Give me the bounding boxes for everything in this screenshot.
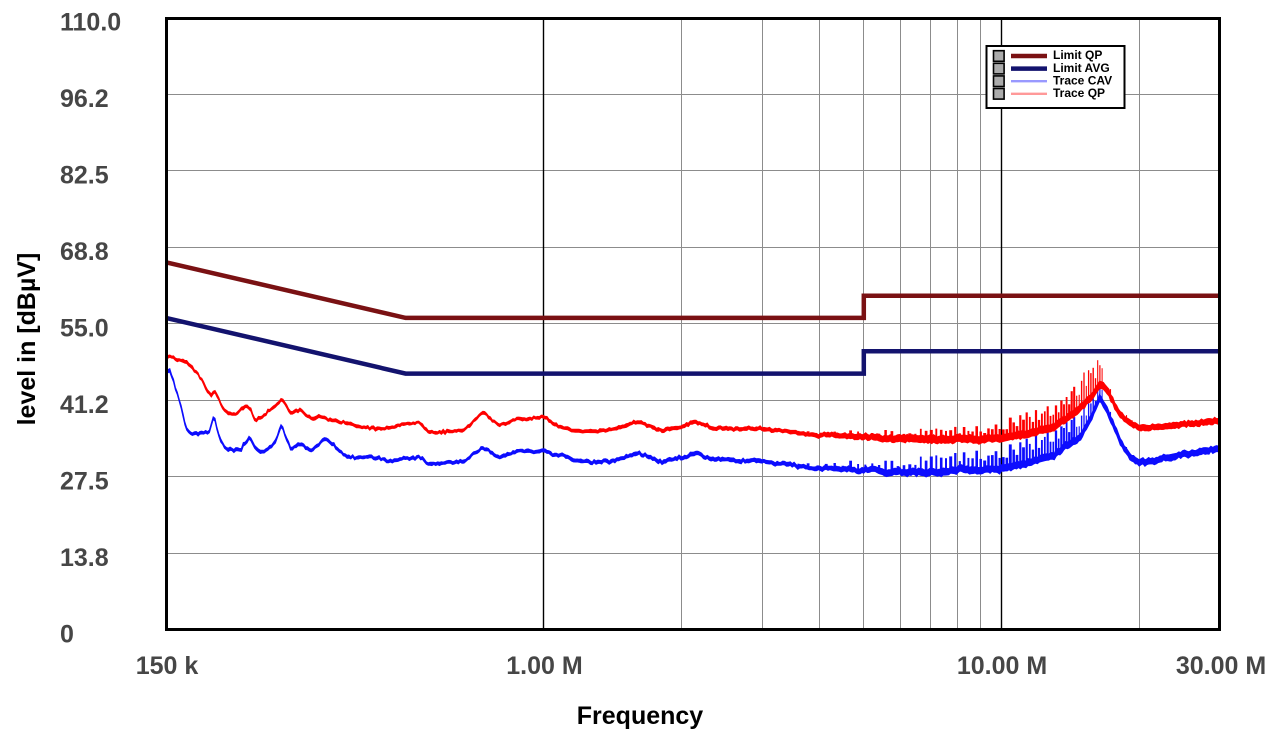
- svg-text:55.0: 55.0: [60, 314, 109, 342]
- svg-text:27.5: 27.5: [60, 467, 109, 495]
- svg-text:level in [dBµV]: level in [dBµV]: [13, 253, 41, 426]
- svg-text:30.00 M: 30.00 M: [1176, 652, 1266, 680]
- svg-text:10.00 M: 10.00 M: [957, 652, 1047, 680]
- svg-text:Limit QP: Limit QP: [1053, 48, 1102, 62]
- svg-text:0: 0: [60, 620, 74, 648]
- svg-text:Trace QP: Trace QP: [1053, 86, 1105, 100]
- svg-text:82.5: 82.5: [60, 161, 109, 189]
- svg-text:41.2: 41.2: [60, 391, 109, 419]
- svg-text:1.00 M: 1.00 M: [506, 652, 582, 680]
- svg-text:Trace CAV: Trace CAV: [1053, 73, 1112, 87]
- svg-text:Frequency: Frequency: [577, 702, 704, 730]
- svg-text:110.0: 110.0: [60, 8, 121, 36]
- svg-text:150 k: 150 k: [136, 652, 199, 680]
- svg-text:68.8: 68.8: [60, 238, 109, 266]
- svg-text:Limit AVG: Limit AVG: [1053, 61, 1110, 75]
- svg-text:96.2: 96.2: [60, 85, 109, 113]
- svg-text:13.8: 13.8: [60, 544, 109, 572]
